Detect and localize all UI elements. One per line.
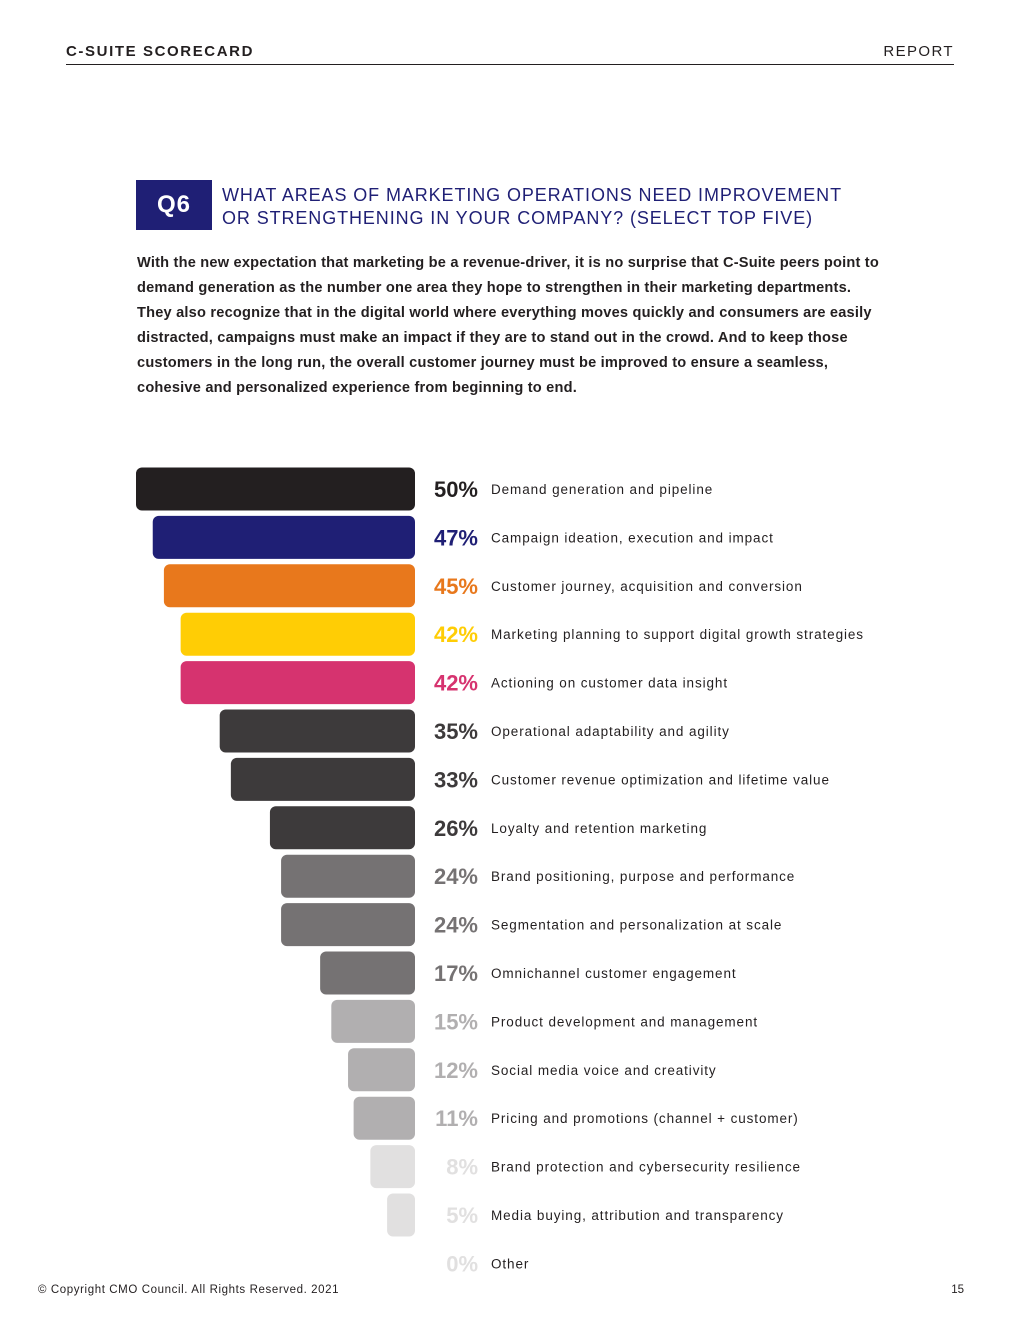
value-label-12: 15%	[434, 1009, 478, 1034]
value-label-16: 5%	[446, 1203, 478, 1228]
bar-11	[320, 951, 415, 995]
report-label: REPORT	[883, 43, 954, 60]
question-badge: Q6	[136, 180, 212, 230]
category-label-12: Product development and management	[491, 1014, 758, 1029]
value-label-11: 17%	[434, 961, 478, 986]
value-label-6: 35%	[434, 719, 478, 744]
bar-15	[370, 1145, 415, 1189]
value-label-5: 42%	[434, 671, 478, 696]
bar-14	[353, 1096, 415, 1140]
question-title: WHAT AREAS OF MARKETING OPERATIONS NEED …	[222, 185, 842, 228]
bar-4	[180, 612, 415, 656]
value-label-4: 42%	[434, 622, 478, 647]
copyright-notice: © Copyright CMO Council. All Rights Rese…	[38, 1284, 340, 1296]
bar-2	[152, 515, 416, 559]
value-label-2: 47%	[434, 525, 478, 550]
bar-5	[180, 661, 415, 705]
category-label-16: Media buying, attribution and transparen…	[491, 1208, 784, 1223]
value-label-14: 11%	[435, 1106, 478, 1131]
category-label-13: Social media voice and creativity	[491, 1063, 717, 1078]
value-label-8: 26%	[434, 816, 478, 841]
question-intro: With the new expectation that marketing …	[137, 255, 879, 396]
category-label-9: Brand positioning, purpose and performan…	[491, 869, 795, 884]
bar-12	[331, 999, 415, 1043]
category-label-11: Omnichannel customer engagement	[491, 966, 737, 981]
report-series-title: C-SUITE SCORECARD	[66, 43, 255, 60]
bar-9	[281, 854, 415, 898]
category-label-2: Campaign ideation, execution and impact	[491, 530, 774, 545]
category-label-3: Customer journey, acquisition and conver…	[491, 579, 803, 594]
category-label-15: Brand protection and cybersecurity resil…	[491, 1160, 801, 1175]
bar-13	[348, 1048, 415, 1092]
category-label-8: Loyalty and retention marketing	[491, 821, 707, 836]
bar-16	[387, 1193, 415, 1237]
bar-1	[136, 467, 415, 511]
header-divider	[66, 64, 954, 65]
category-label-6: Operational adaptability and agility	[491, 724, 730, 739]
bar-7	[230, 757, 415, 801]
value-label-13: 12%	[434, 1058, 478, 1083]
bar-6	[219, 709, 415, 753]
value-label-3: 45%	[434, 574, 478, 599]
value-label-7: 33%	[434, 767, 478, 792]
category-label-14: Pricing and promotions (channel + custom…	[491, 1111, 799, 1126]
value-label-1: 50%	[434, 477, 478, 502]
category-label-17: Other	[491, 1256, 529, 1271]
value-label-17: 0%	[446, 1251, 478, 1276]
category-label-5: Actioning on customer data insight	[491, 676, 728, 691]
bar-10	[281, 903, 415, 947]
bar-3	[163, 564, 415, 608]
bar-8	[269, 806, 415, 850]
value-label-15: 8%	[446, 1155, 478, 1180]
category-label-7: Customer revenue optimization and lifeti…	[491, 772, 830, 787]
category-label-4: Marketing planning to support digital gr…	[491, 627, 864, 642]
value-label-10: 24%	[434, 913, 478, 938]
category-label-1: Demand generation and pipeline	[491, 482, 713, 497]
value-label-9: 24%	[434, 864, 478, 889]
category-label-10: Segmentation and personalization at scal…	[491, 918, 782, 933]
page-number: 15	[951, 1284, 964, 1296]
